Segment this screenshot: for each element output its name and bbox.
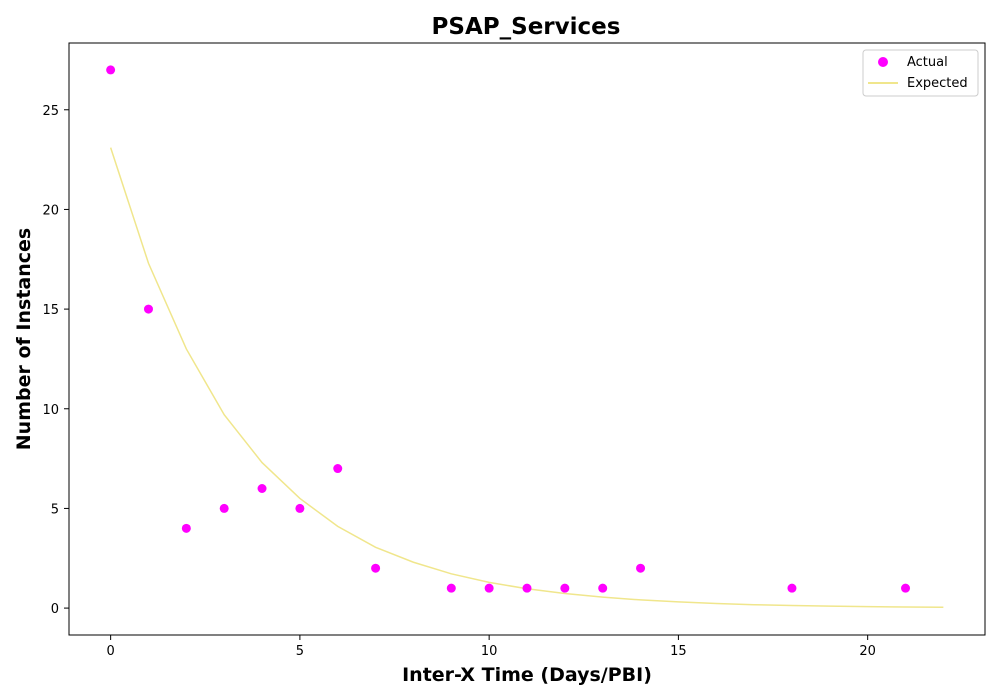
actual-point <box>446 583 456 593</box>
actual-point <box>181 523 191 533</box>
actual-point <box>901 583 911 593</box>
x-tick-label: 0 <box>106 644 114 659</box>
y-tick-label: 25 <box>42 104 59 119</box>
x-tick-label: 5 <box>296 644 304 659</box>
y-tick-label: 20 <box>42 203 59 218</box>
chart-title: PSAP_Services <box>432 14 621 40</box>
plot-area <box>68 42 986 636</box>
actual-point <box>143 304 153 314</box>
actual-series <box>106 65 911 593</box>
actual-point <box>787 583 797 593</box>
actual-point <box>522 583 532 593</box>
y-tick-label: 10 <box>42 403 59 418</box>
legend-box <box>862 49 979 97</box>
x-axis-ticks: 0 5 10 15 20 <box>106 635 876 659</box>
actual-point <box>257 483 267 493</box>
actual-point <box>106 65 116 75</box>
actual-point <box>295 503 305 513</box>
actual-point <box>371 563 381 573</box>
actual-point <box>560 583 570 593</box>
legend-label-expected: Expected <box>907 76 968 91</box>
y-tick-label: 0 <box>51 602 59 617</box>
x-tick-label: 15 <box>670 644 687 659</box>
legend: Actual Expected <box>862 49 979 97</box>
y-axis-ticks: 0 5 10 15 20 25 <box>42 104 69 617</box>
actual-point <box>333 464 343 474</box>
x-tick-label: 10 <box>481 644 498 659</box>
y-tick-label: 5 <box>51 502 59 517</box>
actual-point <box>219 503 229 513</box>
x-tick-label: 20 <box>859 644 876 659</box>
y-axis-title: Number of Instances <box>13 228 35 450</box>
y-tick-label: 15 <box>42 303 59 318</box>
legend-label-actual: Actual <box>907 55 948 70</box>
actual-point <box>484 583 494 593</box>
actual-point <box>598 583 608 593</box>
x-axis-title: Inter-X Time (Days/PBI) <box>402 664 652 686</box>
actual-point <box>636 563 646 573</box>
legend-marker-actual <box>878 57 888 67</box>
